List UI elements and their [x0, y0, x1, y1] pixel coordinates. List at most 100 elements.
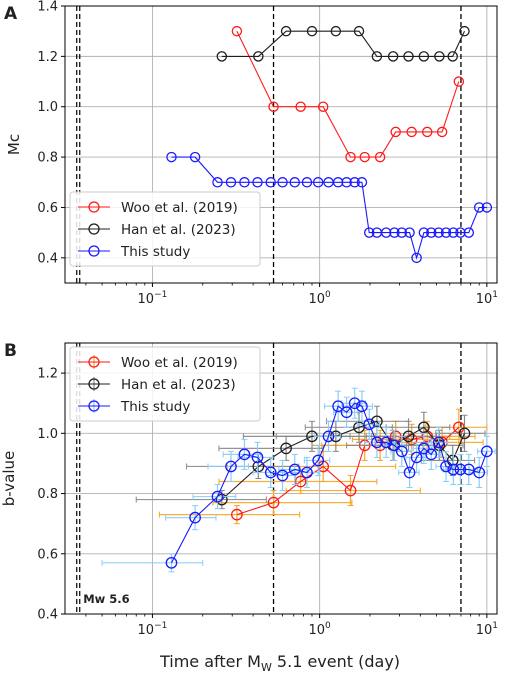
pa-this-point-16 [363, 227, 375, 238]
pb-ytick-label-1: 0.6 [37, 547, 58, 562]
pb-this-point-5 [251, 451, 264, 464]
pb-this-point-19 [388, 439, 401, 452]
pa-this-point-25 [433, 227, 444, 238]
pb-legend-box [69, 346, 261, 422]
pb-legend-label-this: This study [120, 399, 190, 415]
pb-annotation-mainshock: Mw 5.6 [83, 592, 129, 606]
panel-b-plot: 0.4 0.6 0.8 1.0 1.2 10−1 100 101 b-value Woo et a… [0, 342, 498, 638]
pa-this-point-20 [396, 227, 408, 238]
panel-b-letter: B [4, 341, 17, 361]
pb-ytick-label-3: 1.0 [37, 427, 58, 442]
pb-this-point-9 [301, 466, 313, 479]
pa-legend-label-this: This study [120, 244, 190, 260]
pa-this-point-31 [481, 202, 493, 213]
pb-ytick-label-0: 0.4 [37, 608, 58, 623]
pa-woo-point-8 [406, 126, 417, 138]
pa-this-point-3 [225, 177, 237, 188]
pa-legend-label-han: Han et al. (2023) [121, 222, 236, 238]
pa-this-point-18 [380, 227, 392, 238]
pb-y-axis-label: b-value [0, 451, 18, 507]
pa-this-point-28 [455, 227, 466, 238]
pa-legend-marker-woo [88, 201, 100, 213]
pb-this-point-7 [276, 469, 289, 482]
pa-han-point-0 [216, 51, 228, 62]
pb-this-point-12 [332, 400, 344, 413]
pb-woo-point-2 [294, 475, 307, 488]
pa-han-point-9 [418, 51, 430, 62]
pa-legend-marker-this [88, 245, 100, 257]
pa-han-point-7 [387, 51, 399, 62]
pb-han-point-6 [371, 415, 383, 428]
pb-this-point-29 [462, 463, 475, 476]
pb-legend-marker-han [88, 378, 100, 390]
pa-this-point-27 [448, 227, 459, 238]
pb-axes-frame [64, 342, 498, 615]
pa-this-point-4 [239, 177, 250, 188]
pa-this-point-5 [252, 177, 263, 188]
x-axis-label: Time after MW 5.1 event (day) [159, 652, 400, 673]
pa-this-line [171, 156, 487, 260]
pb-this-point-25 [432, 436, 445, 449]
pa-han-point-12 [459, 25, 470, 37]
pa-han-point-3 [306, 25, 318, 37]
pa-this-point-24 [425, 227, 437, 238]
pa-han-point-11 [447, 51, 458, 62]
pb-this-point-3 [225, 460, 237, 473]
pa-this-point-0 [166, 151, 177, 163]
pa-xtick-label-1: 100 [309, 290, 332, 307]
pb-this-point-6 [264, 466, 277, 479]
pb-xtick-label-0: 10−1 [138, 621, 168, 638]
panel-a-plot: 0.4 0.6 0.8 1.0 1.2 1.4 10−1 100 101 Mc Woo et al.… [5, 0, 498, 307]
pb-this-point-22 [410, 451, 423, 464]
pa-han-line [221, 30, 465, 57]
pa-woo-point-5 [359, 151, 370, 163]
pb-this-point-21 [403, 466, 416, 479]
pa-woo-point-1 [268, 101, 279, 112]
pa-woo-point-4 [345, 151, 356, 163]
pb-this-point-15 [356, 400, 368, 413]
pb-this-point-1 [189, 511, 201, 524]
pb-this-point-20 [395, 445, 408, 458]
pa-woo-point-6 [374, 151, 386, 163]
pa-woo-point-0 [231, 25, 243, 37]
pb-han-point-1 [252, 460, 265, 473]
pb-woo-point-1 [267, 496, 280, 509]
pa-this-point-10 [312, 177, 324, 188]
pb-woo-point-4 [344, 484, 357, 497]
pa-xtick-label-0: 10−1 [138, 290, 168, 307]
pa-this-point-13 [341, 177, 352, 188]
pb-this-point-8 [288, 463, 301, 476]
pa-legend-label-woo: Woo et al. (2019) [121, 200, 238, 216]
pa-this-point-14 [349, 177, 360, 188]
pa-this-point-26 [440, 227, 452, 238]
pa-this-point-22 [411, 252, 422, 264]
pa-ytick-label-5: 1.4 [37, 0, 58, 15]
pb-ytick-label-4: 1.2 [37, 367, 58, 382]
panel-a-letter: A [4, 4, 18, 24]
pa-axes-frame [64, 5, 498, 284]
pa-ytick-label-3: 1.0 [37, 100, 58, 115]
pb-this-point-24 [425, 448, 438, 461]
pb-this-point-13 [340, 406, 353, 419]
pa-han-point-10 [434, 51, 445, 62]
pb-this-point-11 [322, 430, 335, 443]
pa-this-point-8 [289, 177, 301, 188]
pb-this-point-16 [363, 418, 376, 431]
pb-this-point-14 [348, 397, 361, 410]
pa-ytick-label-4: 1.2 [37, 50, 58, 65]
pa-legend-box [69, 191, 261, 267]
pb-legend-marker-this [88, 400, 100, 412]
pb-this-point-26 [440, 460, 452, 473]
pa-han-point-2 [280, 25, 292, 37]
pa-this-point-29 [463, 227, 475, 238]
pb-this-point-31 [481, 445, 493, 458]
pb-this-point-17 [371, 436, 383, 449]
pa-this-point-21 [404, 227, 415, 238]
pa-woo-line [236, 30, 460, 158]
pa-this-point-12 [332, 177, 344, 188]
pa-ytick-label-2: 0.8 [37, 151, 58, 166]
pa-woo-point-7 [390, 126, 401, 138]
pb-legend-label-han: Han et al. (2023) [121, 377, 236, 393]
pa-this-point-30 [473, 202, 485, 213]
